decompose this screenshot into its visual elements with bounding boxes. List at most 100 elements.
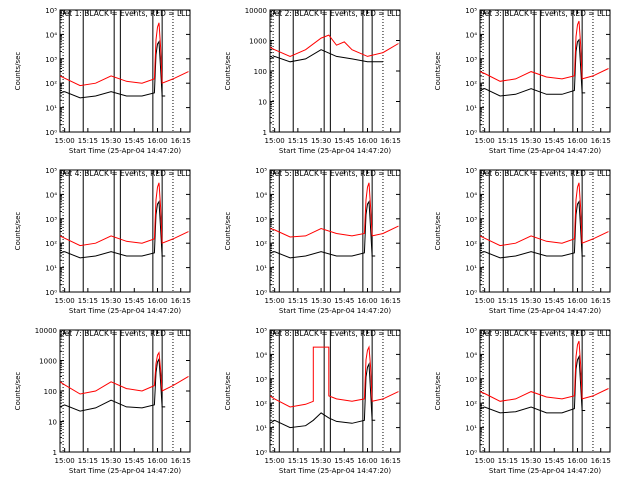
y-axis-label: Counts/sec xyxy=(224,52,232,91)
plot-frame xyxy=(479,169,611,293)
panel-title: Det 7: BLACK = Events, RED = LLD xyxy=(59,329,191,338)
x-tick-label: 15:15 xyxy=(498,457,518,465)
y-tick-label: 10⁵ xyxy=(255,327,267,335)
x-tick-label: 15:30 xyxy=(311,297,331,305)
y-tick-label: 10⁴ xyxy=(255,351,267,359)
x-tick-label: 16:15 xyxy=(171,297,191,305)
x-axis-label: Start Time (25-Apr-04 14:47:20) xyxy=(279,307,391,315)
x-tick-label: 15:15 xyxy=(78,137,98,145)
series-line-lld xyxy=(480,182,609,247)
x-tick-label: 16:00 xyxy=(567,297,587,305)
x-tick-label: 16:15 xyxy=(171,457,191,465)
x-tick-label: 15:45 xyxy=(124,297,144,305)
y-tick-label: 10⁴ xyxy=(45,31,57,39)
panel-det-3: 15:00 15:15 15:30 15:45 16:00 16:15 10⁰ 10¹ 10² 1… xyxy=(434,7,611,155)
x-tick-label: 16:00 xyxy=(567,137,587,145)
x-tick-label: 15:45 xyxy=(544,297,564,305)
x-tick-label: 16:15 xyxy=(591,137,611,145)
y-tick-label: 10² xyxy=(465,240,477,248)
y-tick-label: 10² xyxy=(45,80,57,88)
y-axis-label: Counts/sec xyxy=(434,52,442,91)
series-line-lld xyxy=(270,34,399,57)
series-line-lld xyxy=(60,182,189,247)
x-axis-label: Start Time (25-Apr-04 14:47:20) xyxy=(489,467,601,475)
x-tick-label: 16:00 xyxy=(357,457,377,465)
y-tick-label: 10⁵ xyxy=(465,167,477,175)
y-tick-label: 10¹ xyxy=(255,265,267,273)
y-axis-label: Counts/sec xyxy=(14,212,22,251)
y-tick-label: 10 xyxy=(48,419,57,427)
x-tick-label: 15:45 xyxy=(334,297,354,305)
x-tick-label: 16:15 xyxy=(591,297,611,305)
y-tick-label: 10¹ xyxy=(45,265,57,273)
y-tick-label: 10⁰ xyxy=(465,449,477,457)
plot-frame xyxy=(59,169,191,293)
panel-det-5: 15:00 15:15 15:30 15:45 16:00 16:15 10⁰ 10¹ 10² 1… xyxy=(224,167,401,315)
x-tick-label: 15:30 xyxy=(311,137,331,145)
y-tick-label: 10² xyxy=(45,240,57,248)
x-tick-label: 16:15 xyxy=(381,137,401,145)
y-tick-label: 1000 xyxy=(249,38,267,46)
x-tick-label: 15:45 xyxy=(124,457,144,465)
series-line-lld xyxy=(480,20,609,82)
x-tick-label: 16:15 xyxy=(591,457,611,465)
y-tick-label: 10⁵ xyxy=(255,167,267,175)
x-tick-label: 15:45 xyxy=(544,137,564,145)
y-tick-label: 10⁰ xyxy=(255,289,267,297)
y-tick-label: 100 xyxy=(254,68,267,76)
x-tick-label: 15:15 xyxy=(498,297,518,305)
y-tick-label: 10² xyxy=(465,400,477,408)
panel-det-2: 15:00 15:15 15:30 15:45 16:00 16:15 1 10 100 1000… xyxy=(224,7,401,155)
x-axis-label: Start Time (25-Apr-04 14:47:20) xyxy=(69,467,181,475)
x-tick-label: 15:30 xyxy=(101,137,121,145)
x-tick-label: 16:00 xyxy=(147,297,167,305)
plot-frame xyxy=(479,9,611,133)
y-tick-label: 1000 xyxy=(39,358,57,366)
x-tick-label: 16:15 xyxy=(381,297,401,305)
panel-det-4: 15:00 15:15 15:30 15:45 16:00 16:15 10⁰ 10¹ 10² 1… xyxy=(14,167,191,315)
y-axis-label: Counts/sec xyxy=(224,372,232,411)
x-tick-label: 15:15 xyxy=(78,297,98,305)
x-tick-label: 15:15 xyxy=(288,137,308,145)
series-line-events xyxy=(60,200,166,259)
series-line-lld xyxy=(480,340,609,402)
x-tick-label: 16:00 xyxy=(357,297,377,305)
panel-det-1: 15:00 15:15 15:30 15:45 16:00 16:15 10⁰ 10¹ 10² 1… xyxy=(14,7,191,155)
y-tick-label: 10³ xyxy=(255,216,267,224)
y-tick-label: 10⁵ xyxy=(465,7,477,15)
y-tick-label: 10⁴ xyxy=(465,351,477,359)
x-tick-label: 15:00 xyxy=(55,297,75,305)
series-line-events xyxy=(480,354,586,414)
x-tick-label: 15:30 xyxy=(101,457,121,465)
x-tick-label: 16:00 xyxy=(357,137,377,145)
y-tick-label: 10³ xyxy=(465,216,477,224)
y-tick-label: 10⁵ xyxy=(45,7,57,15)
y-tick-label: 100 xyxy=(44,388,57,396)
x-tick-label: 15:00 xyxy=(265,137,285,145)
y-tick-label: 10¹ xyxy=(465,105,477,113)
x-tick-label: 15:45 xyxy=(334,137,354,145)
series-line-lld xyxy=(270,345,399,408)
plot-frame xyxy=(269,169,401,293)
panel-title: Det 4: BLACK = Events, RED = LLD xyxy=(59,169,191,178)
plot-frame xyxy=(59,9,191,133)
y-tick-label: 10⁴ xyxy=(465,31,477,39)
panel-title: Det 2: BLACK = Events, RED = LLD xyxy=(269,9,401,18)
y-tick-label: 10² xyxy=(255,400,267,408)
x-axis-label: Start Time (25-Apr-04 14:47:20) xyxy=(69,147,181,155)
x-tick-label: 15:30 xyxy=(521,137,541,145)
x-tick-label: 15:00 xyxy=(265,297,285,305)
series-line-events xyxy=(270,200,376,259)
x-tick-label: 15:45 xyxy=(334,457,354,465)
panel-title: Det 8: BLACK = Events, RED = LLD xyxy=(269,329,401,338)
x-tick-label: 15:00 xyxy=(265,457,285,465)
panel-title: Det 9: BLACK = Events, RED = LLD xyxy=(479,329,611,338)
y-tick-label: 10¹ xyxy=(465,265,477,273)
y-tick-label: 10² xyxy=(255,240,267,248)
series-line-lld xyxy=(60,351,189,395)
x-tick-label: 16:00 xyxy=(147,137,167,145)
y-tick-label: 10³ xyxy=(465,376,477,384)
x-tick-label: 15:15 xyxy=(78,457,98,465)
panel-title: Det 1: BLACK = Events, RED = LLD xyxy=(59,9,191,18)
